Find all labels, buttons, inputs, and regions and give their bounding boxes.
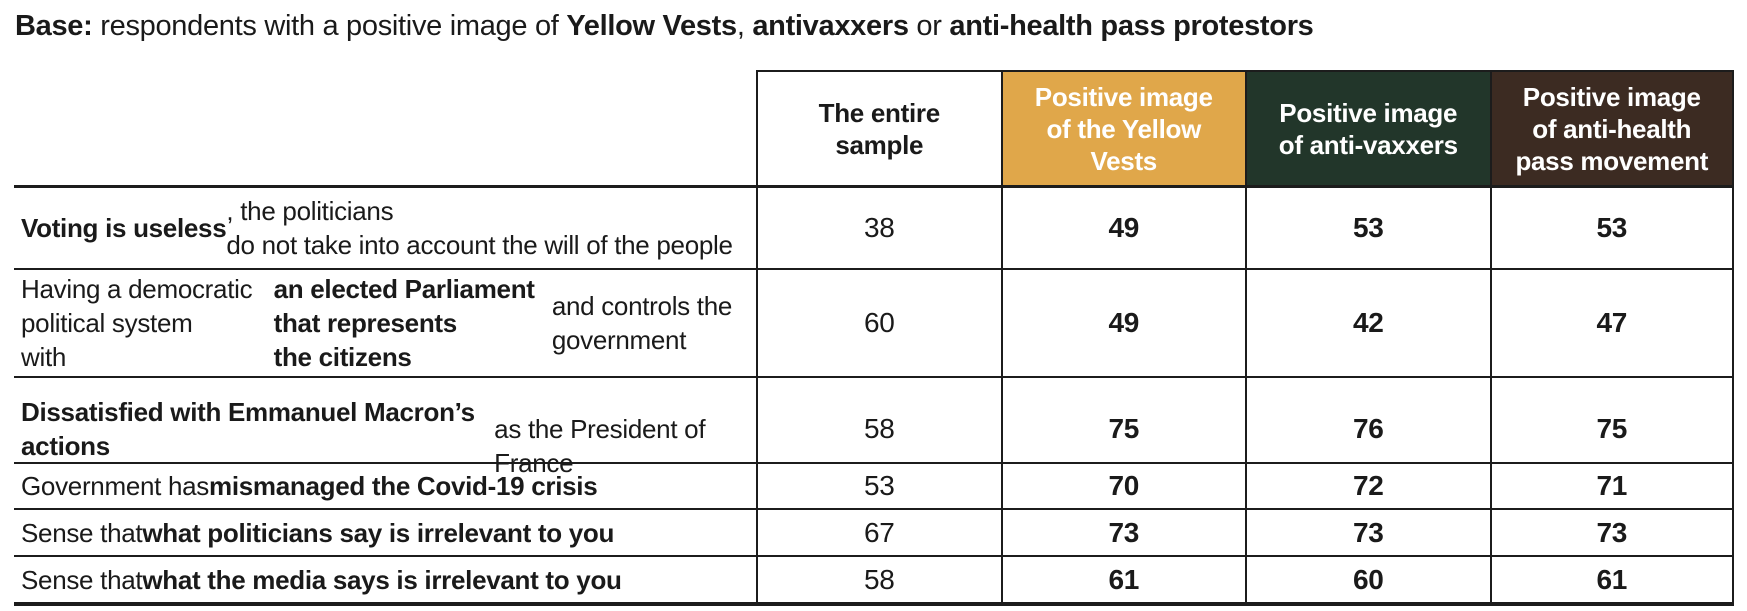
row-label-text: Government has [21, 471, 210, 501]
cell-entire-sample: 58 [756, 557, 1001, 602]
cell-yellow-vests: 49 [1000, 188, 1246, 268]
cell-anti-vaxxers: 60 [1245, 557, 1490, 602]
table-header-row: The entire sample Positive image of the … [14, 70, 1734, 185]
table-row-democratic-system: Having a democratic political system wit… [14, 268, 1734, 376]
cell-yellow-vests: 73 [1000, 510, 1246, 555]
row-label: Sense that what politicians say is irrel… [14, 510, 756, 555]
base-text-2: , [736, 10, 753, 42]
cell-yellow-vests: 70 [1000, 464, 1246, 508]
cell-anti-health-pass: 53 [1489, 188, 1734, 268]
row-label-bold: what politicians say is irrelevant to yo… [142, 517, 615, 548]
base-note: Base: respondents with a positive image … [15, 8, 1314, 44]
cell-entire-sample: 67 [756, 510, 1001, 555]
cell-yellow-vests: 75 [1000, 378, 1246, 480]
cell-entire-sample: 60 [756, 270, 1001, 376]
row-label-text: , the politicians do not take into accou… [226, 196, 733, 260]
survey-table: The entire sample Positive image of the … [14, 70, 1734, 606]
cell-yellow-vests: 61 [1000, 557, 1246, 602]
cell-entire-sample: 58 [756, 378, 1001, 480]
cell-anti-vaxxers: 72 [1245, 464, 1490, 508]
row-label-bold: what the media says is irrelevant to you [142, 564, 622, 595]
row-label-bold: Dissatisfied with Emmanuel Macron’s acti… [21, 397, 475, 461]
column-header-yellow-vests: Positive image of the Yellow Vests [1000, 70, 1245, 185]
row-label: Dissatisfied with Emmanuel Macron’s acti… [14, 378, 756, 480]
table-body: Voting is useless, the politicians do no… [14, 185, 1734, 606]
header-corner-blank [14, 70, 756, 185]
cell-anti-vaxxers: 76 [1245, 378, 1490, 480]
cell-anti-vaxxers: 53 [1245, 188, 1490, 268]
base-anti-health-pass: anti-health pass protestors [949, 10, 1314, 42]
cell-anti-health-pass: 73 [1489, 510, 1734, 555]
base-text-3: or [908, 10, 950, 42]
cell-anti-health-pass: 71 [1489, 464, 1734, 508]
row-label-bold: mismanaged the Covid-19 crisis [209, 471, 598, 501]
cell-entire-sample: 38 [756, 188, 1001, 268]
column-header-anti-health-pass: Positive image of anti-health pass movem… [1489, 70, 1734, 185]
table-row-voting-useless: Voting is useless, the politicians do no… [14, 188, 1734, 268]
cell-anti-health-pass: 61 [1489, 557, 1734, 602]
row-label: Government has mismanaged the Covid-19 c… [14, 464, 756, 508]
cell-entire-sample: 53 [756, 464, 1001, 508]
row-label-text: Having a democratic political system wit… [21, 274, 253, 372]
column-header-anti-vaxxers: Positive image of anti-vaxxers [1245, 70, 1490, 185]
row-label: Having a democratic political system wit… [14, 270, 756, 376]
cell-anti-health-pass: 47 [1489, 270, 1734, 376]
cell-yellow-vests: 49 [1000, 270, 1246, 376]
column-header-entire-sample: The entire sample [756, 70, 1001, 185]
base-yellow-vests: Yellow Vests [566, 10, 737, 42]
base-text-1: respondents with a positive image of [92, 10, 567, 42]
row-label-bold: Voting is useless [21, 213, 227, 243]
table-row-media-irrelevant: Sense that what the media says is irrele… [14, 555, 1734, 602]
row-label-text: as the President of France [494, 414, 706, 478]
row-label: Sense that what the media says is irrele… [14, 557, 756, 602]
row-label: Voting is useless, the politicians do no… [14, 188, 756, 268]
table-row-dissatisfied-macron: Dissatisfied with Emmanuel Macron’s acti… [14, 376, 1734, 480]
row-label-bold: an elected Parliament that represents th… [273, 274, 535, 372]
table-row-mismanaged-covid: Government has mismanaged the Covid-19 c… [14, 462, 1734, 508]
row-label-text-2: and controls the government [551, 291, 733, 355]
cell-anti-vaxxers: 42 [1245, 270, 1490, 376]
row-label-text: Sense that [21, 517, 143, 548]
cell-anti-vaxxers: 73 [1245, 510, 1490, 555]
cell-anti-health-pass: 75 [1489, 378, 1734, 480]
base-antivaxxers: antivaxxers [752, 10, 909, 42]
row-label-text: Sense that [21, 564, 143, 595]
table-row-politicians-irrelevant: Sense that what politicians say is irrel… [14, 508, 1734, 555]
base-label: Base: [15, 10, 93, 42]
